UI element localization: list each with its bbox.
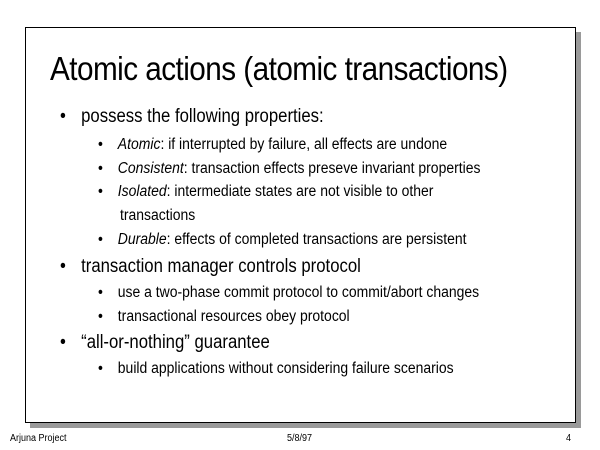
bullet-dot: • xyxy=(98,360,103,377)
bullet-dot: • xyxy=(98,284,103,301)
bullet-dot: • xyxy=(98,231,103,248)
bullet-text: transaction manager controls protocol xyxy=(81,256,361,277)
bullet-text: “all-or-nothing” guarantee xyxy=(81,332,270,353)
bullet-dot: • xyxy=(98,160,103,177)
sub-bullet-isolated: • Isolated: intermediate states are not v… xyxy=(98,183,433,201)
slide-frame xyxy=(25,27,576,423)
sub-bullet-build-apps: • build applications without considering … xyxy=(98,360,454,378)
sub-bullet-continuation: transactions xyxy=(120,207,196,224)
sub-bullet-text: transactional resources obey protocol xyxy=(117,308,350,325)
bullet-dot: • xyxy=(98,308,103,325)
bullet-dot: • xyxy=(60,256,66,277)
sub-bullet-text: : transaction effects preseve invariant … xyxy=(183,160,481,177)
term-consistent: Consistent xyxy=(117,160,184,177)
bullet-dot: • xyxy=(60,332,66,353)
term-atomic: Atomic xyxy=(117,136,161,153)
sub-bullet-atomic: • Atomic: if interrupted by failure, all … xyxy=(98,136,447,154)
bullet-dot: • xyxy=(60,106,66,127)
sub-bullet-text: use a two-phase commit protocol to commi… xyxy=(117,284,480,301)
slide-title: Atomic actions (atomic transactions) xyxy=(50,50,508,87)
footer-page-number: 4 xyxy=(566,433,572,444)
sub-bullet-consistent: • Consistent: transaction effects preseve… xyxy=(98,160,480,178)
footer-project: Arjuna Project xyxy=(10,433,67,444)
sub-bullet-durable: • Durable: effects of completed transacti… xyxy=(98,231,466,249)
sub-bullet-two-phase: • use a two-phase commit protocol to comm… xyxy=(98,284,479,302)
term-isolated: Isolated xyxy=(117,183,167,200)
sub-bullet-text: : effects of completed transactions are … xyxy=(166,231,467,248)
sub-bullet-text: : intermediate states are not visible to… xyxy=(166,183,434,200)
sub-bullet-resources: • transactional resources obey protocol xyxy=(98,308,350,326)
bullet-dot: • xyxy=(98,136,103,153)
bullet-transaction-manager: • transaction manager controls protocol xyxy=(60,256,361,278)
term-durable: Durable xyxy=(117,231,167,248)
bullet-text: possess the following properties: xyxy=(81,106,324,127)
bullet-all-or-nothing: • “all-or-nothing” guarantee xyxy=(60,332,270,354)
footer-date: 5/8/97 xyxy=(287,433,313,444)
sub-bullet-text: build applications without considering f… xyxy=(117,360,454,377)
bullet-dot: • xyxy=(98,183,103,200)
bullet-properties: • possess the following properties: xyxy=(60,106,324,128)
sub-bullet-text: : if interrupted by failure, all effects… xyxy=(160,136,448,153)
